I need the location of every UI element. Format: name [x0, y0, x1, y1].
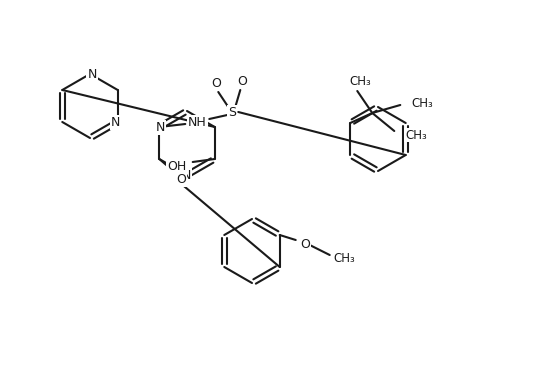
Text: CH₃: CH₃: [411, 96, 433, 109]
Text: CH₃: CH₃: [405, 128, 427, 141]
Text: S: S: [228, 105, 236, 118]
Text: N: N: [111, 115, 120, 128]
Text: N: N: [156, 121, 165, 134]
Text: N: N: [182, 168, 191, 181]
Text: O: O: [211, 76, 221, 89]
Text: N: N: [87, 68, 97, 81]
Text: CH₃: CH₃: [349, 75, 371, 88]
Text: NH: NH: [188, 115, 207, 128]
Text: O: O: [300, 239, 310, 252]
Text: OH: OH: [167, 160, 186, 173]
Text: CH₃: CH₃: [334, 253, 356, 266]
Text: O: O: [238, 75, 247, 88]
Text: O: O: [177, 173, 186, 186]
